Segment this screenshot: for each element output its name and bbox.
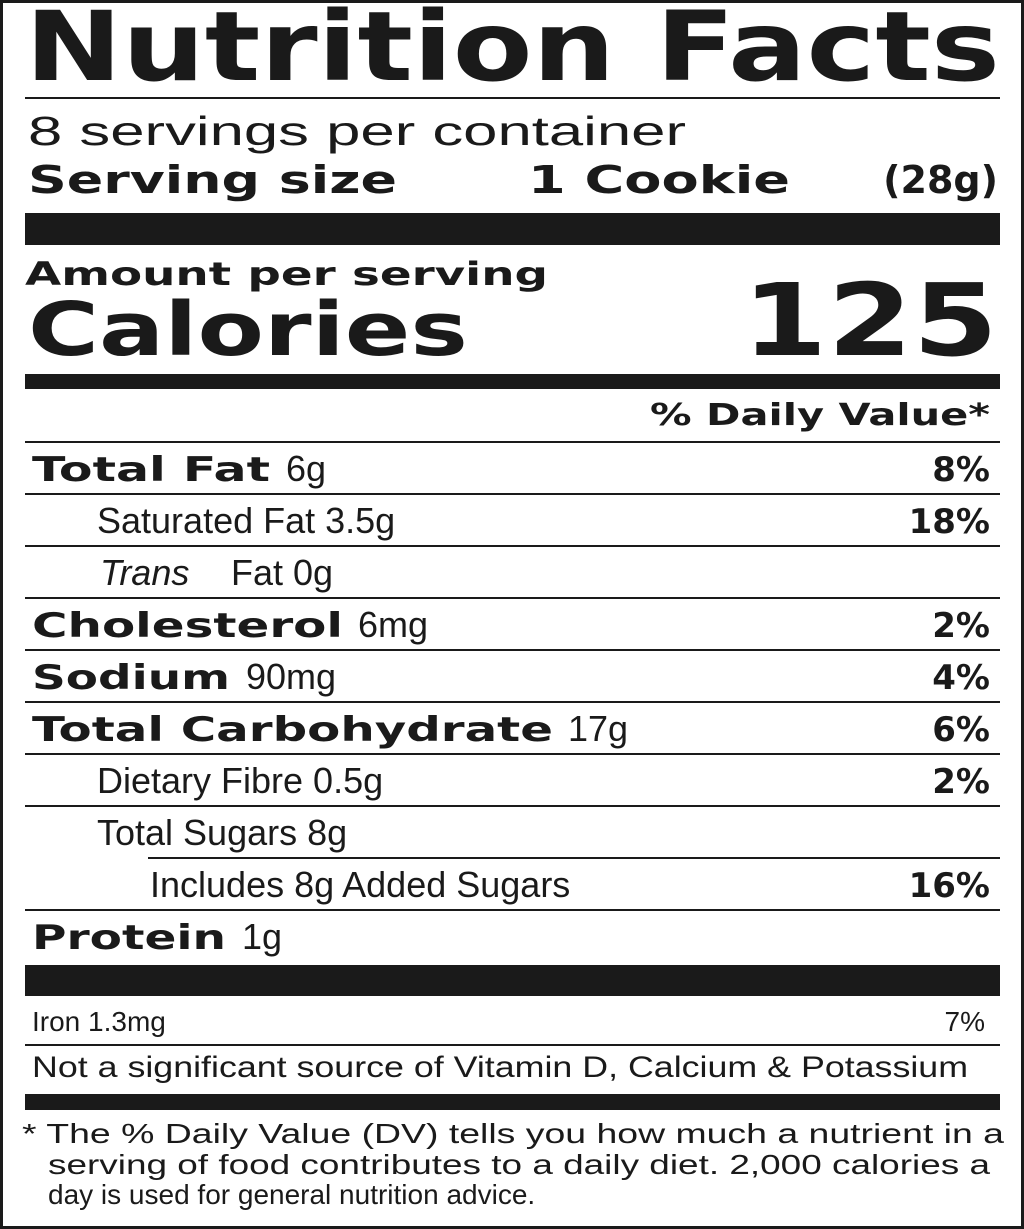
calories-label: Calories [28,287,468,373]
nutrient-name: Protein [32,918,226,958]
nutrient-dv: 8% [932,450,990,490]
footnote-line: * The % Daily Value (DV) tells you how m… [22,1118,1005,1149]
nutrient-name: Sodium [32,658,230,698]
nutrient-name: Total Carbohydrate [32,710,553,750]
nutrient-dv: 2% [932,606,990,646]
nutrient-amount: 17g [568,708,628,749]
iron-name: Iron 1.3mg [32,1006,166,1037]
nutrient-amount: Fat 0g [231,552,333,593]
calories-value: 125 [742,262,998,379]
nutrient-dv: 4% [932,658,990,698]
nutrient-name: Includes 8g Added Sugars [150,864,570,905]
iron-dv: 7% [945,1006,985,1037]
medium-bar [25,1094,1000,1110]
footnote-line: serving of food contributes to a daily d… [48,1149,991,1180]
serving-weight: (28g) [883,158,998,202]
servings: 8 servings per container [28,108,686,154]
nutrient-dv: 16% [909,866,990,906]
amount-per-serving: Amount per serving [25,255,548,293]
footnote-line: day is used for general nutrition advice… [48,1179,535,1210]
nutrient-name: Trans [100,552,189,593]
nutrient-dv: 18% [909,502,990,542]
serving-size: 1 Cookie [528,158,790,202]
title: Nutrition Facts [25,0,1000,103]
not-significant: Not a significant source of Vitamin D, C… [32,1051,968,1084]
nutrient-name: Dietary Fibre 0.5g [97,760,383,801]
nutrient-amount: 1g [242,916,282,957]
medium-bar [25,374,1000,389]
nutrient-name: Total Sugars 8g [97,812,347,853]
serving-size-label: Serving size [28,158,397,202]
thick-bar [25,965,1000,996]
thick-bar [25,213,1000,245]
daily-value-header: % Daily Value* [650,398,990,433]
nutrient-amount: 6g [286,448,326,489]
nutrient-name: Cholesterol [32,606,343,646]
nutrient-amount: 90mg [246,656,336,697]
nutrient-amount: 6mg [358,604,428,645]
nutrient-dv: 6% [932,710,990,750]
nutrient-dv: 2% [932,762,990,802]
nutrient-name: Saturated Fat 3.5g [97,500,395,541]
nutrient-name: Total Fat [32,450,270,490]
